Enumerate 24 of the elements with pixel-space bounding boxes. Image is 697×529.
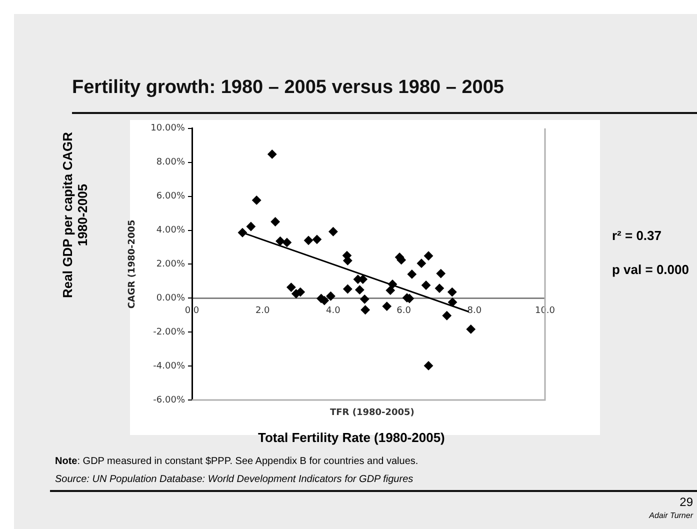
x-tick-label: 8.0	[467, 306, 482, 316]
x-tick-label: 2.0	[255, 306, 270, 316]
chart-title: Fertility growth: 1980 – 2005 versus 1980 – 2005	[72, 77, 504, 99]
y-tick-label: 0.00%	[156, 293, 186, 304]
y-axis-title: CAGR (1980-2005	[128, 220, 138, 309]
y-tick-label: 4.00%	[156, 226, 186, 236]
text: Total Fertility Rate (1980-2005)	[258, 430, 445, 445]
y-tick-label: -4.00%	[153, 361, 186, 372]
y-tick-label: 10.00%	[150, 124, 186, 134]
y-tick-label: 6.00%	[156, 192, 186, 202]
x-axis-title: TFR (1980-2005)	[330, 408, 414, 418]
y-tick-label: 8.00%	[156, 158, 186, 168]
text: r² = 0.37	[612, 228, 662, 243]
text: Adair Turner	[649, 511, 693, 520]
text: Real GDP per capita CAGR 1980-2005	[60, 131, 90, 300]
text: p val = 0.000	[612, 262, 689, 277]
source-note: Source: UN Population Database: World Development Indicators for GDP figures	[55, 474, 414, 485]
x-tick-label: 6.0	[396, 306, 412, 316]
text: 29	[680, 495, 693, 509]
y-tick-label: 2.00%	[156, 260, 186, 270]
y-tick-label: -6.00%	[153, 395, 186, 406]
y-tick-label: -2.00%	[153, 327, 186, 338]
x-tick-label: 4.0	[326, 306, 341, 316]
text: Note: GDP measured in constant $PPP. See Appendix B for countries and values.	[55, 456, 418, 467]
